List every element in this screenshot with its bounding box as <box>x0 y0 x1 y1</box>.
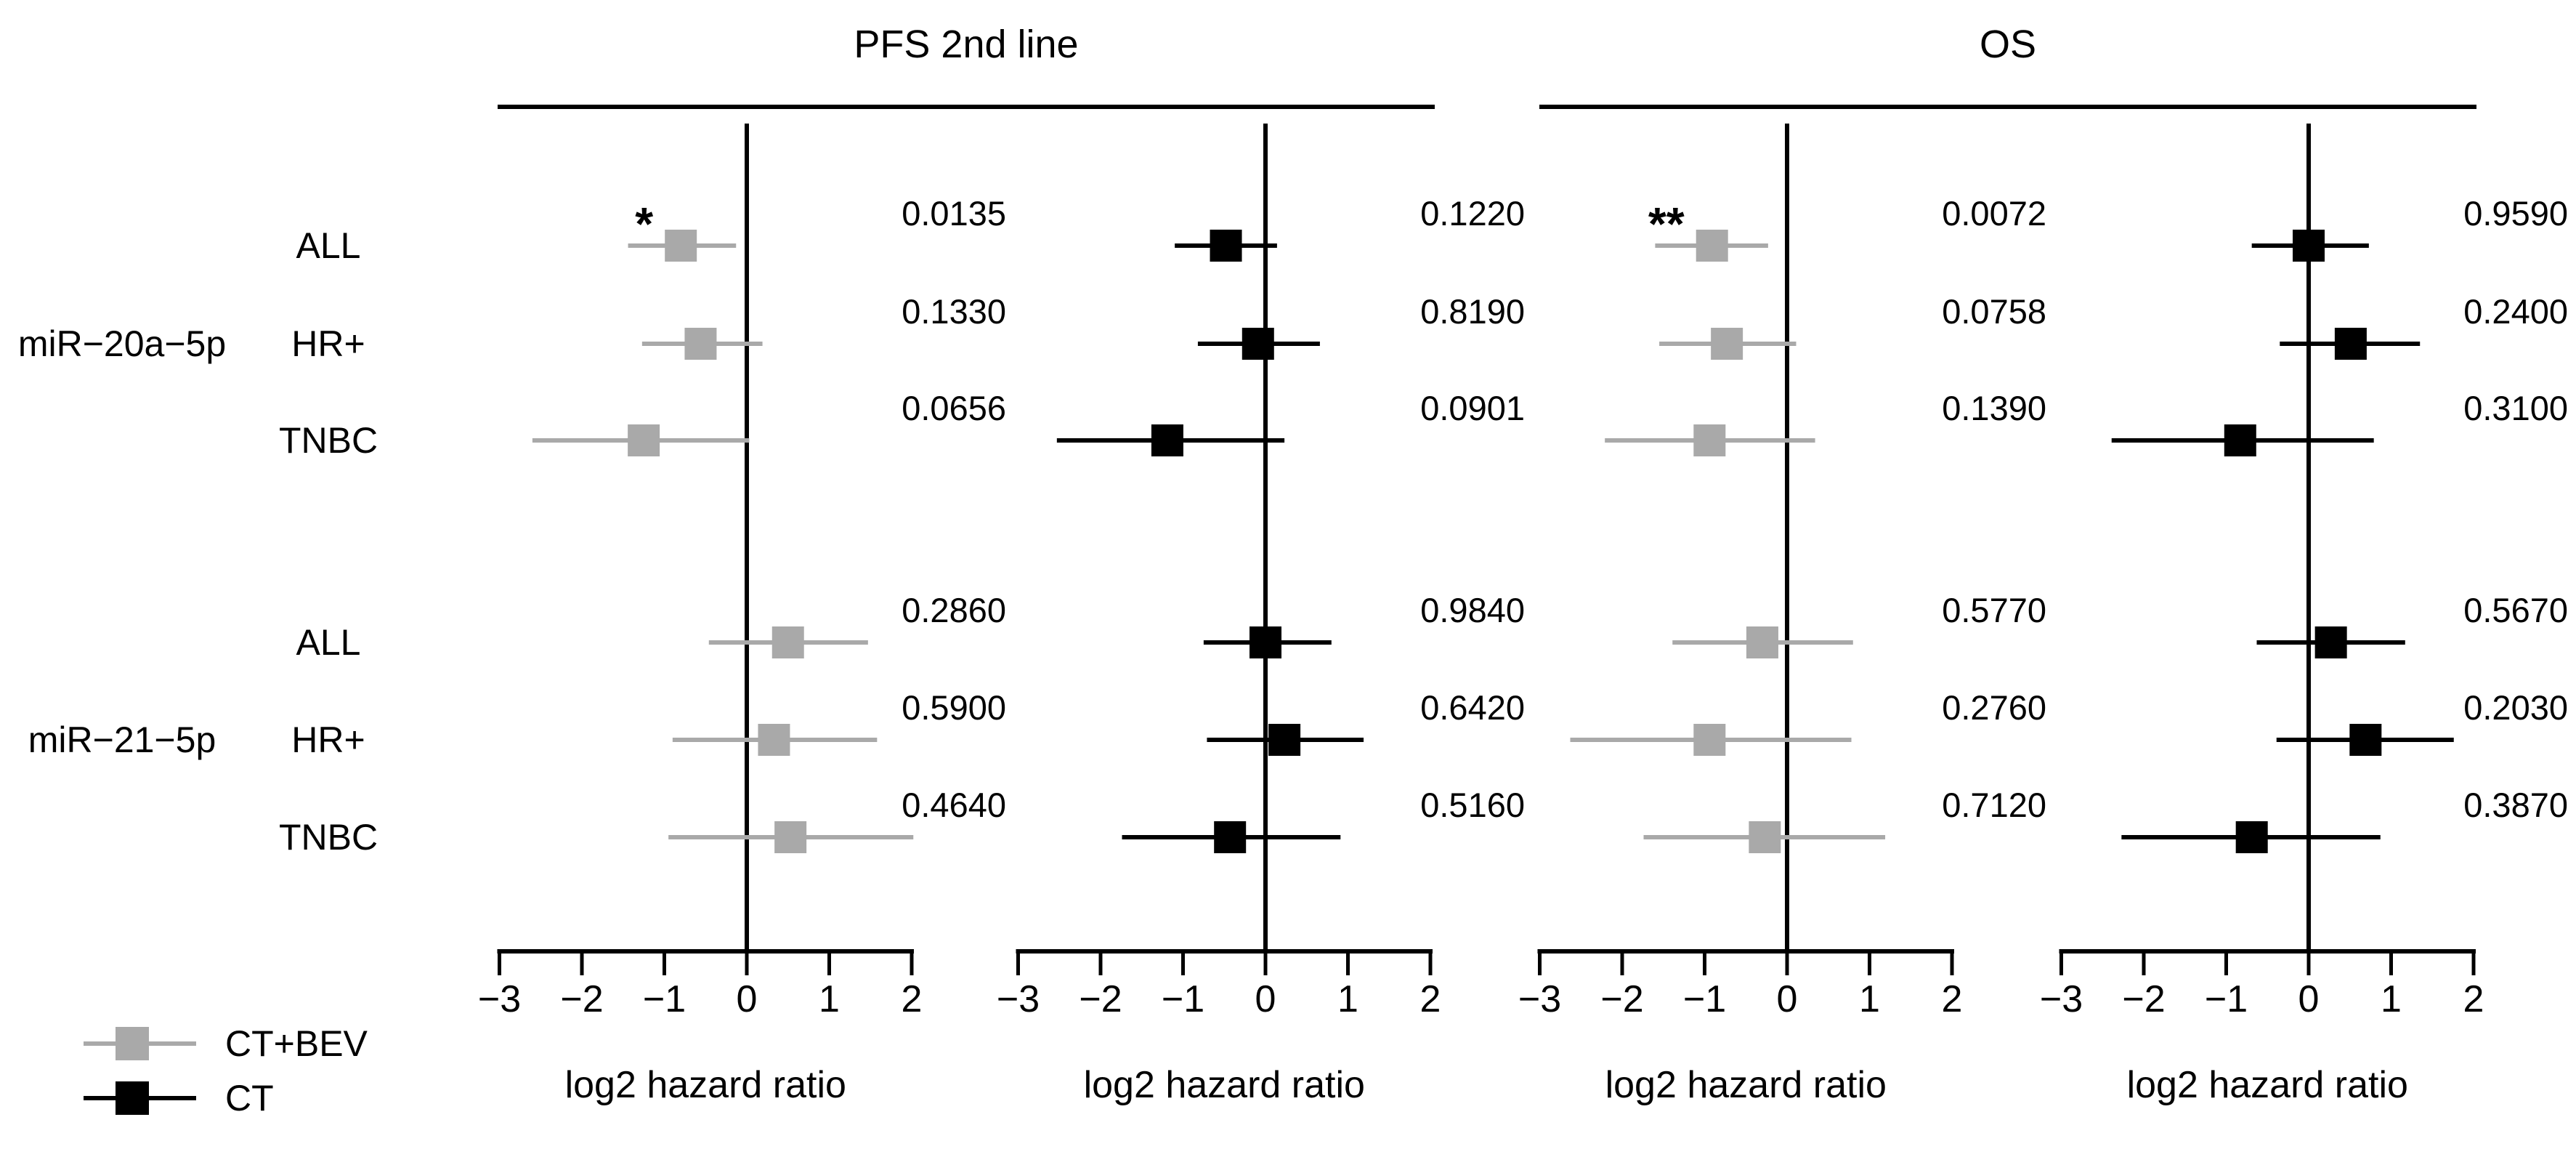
p-value-label: 0.1330 <box>902 292 1006 331</box>
estimate-square <box>1696 230 1728 262</box>
p-value-label: 0.5160 <box>1420 786 1525 824</box>
row-label-tnbc-1: TNBC <box>278 420 378 461</box>
estimate-square <box>1746 626 1778 658</box>
p-value-label: 0.2400 <box>2463 292 2568 331</box>
x-tick-label: −2 <box>1079 978 1122 1020</box>
p-value-label: 0.4640 <box>902 786 1006 824</box>
x-tick-label: 2 <box>1942 978 1963 1020</box>
x-tick-label: 0 <box>1777 978 1798 1020</box>
x-axis-label: log2 hazard ratio <box>1084 1064 1365 1106</box>
legend-label-ct: CT <box>225 1078 274 1118</box>
estimate-square <box>1242 328 1274 360</box>
x-tick-label: 1 <box>2381 978 2402 1020</box>
estimate-square <box>1210 230 1242 262</box>
estimate-square <box>774 821 807 853</box>
p-value-label: 0.2760 <box>1942 688 2046 727</box>
x-tick-label: −2 <box>2122 978 2165 1020</box>
estimate-square <box>1249 626 1281 658</box>
p-value-label: 0.7120 <box>1942 786 2046 824</box>
x-tick-label: −3 <box>997 978 1040 1020</box>
group-label-mir-21-5p: miR−21−5p <box>28 719 216 760</box>
estimate-square <box>2349 724 2382 756</box>
estimate-square <box>628 424 660 456</box>
ct-marker-icon <box>84 1079 196 1117</box>
row-label-hr-1: HR+ <box>291 323 365 364</box>
legend-label-ct-bev: CT+BEV <box>225 1023 368 1064</box>
x-tick-label: 2 <box>1420 978 1441 1020</box>
estimate-square <box>2224 424 2256 456</box>
x-tick-label: −1 <box>1683 978 1726 1020</box>
p-value-label: 0.0656 <box>902 389 1006 427</box>
x-tick-label: −3 <box>478 978 521 1020</box>
x-tick-label: 2 <box>902 978 923 1020</box>
estimate-square <box>1711 328 1743 360</box>
p-value-label: 0.5900 <box>902 688 1006 727</box>
column-underline-pfs <box>498 105 1435 109</box>
p-value-label: 0.2030 <box>2463 688 2568 727</box>
significance-marker: ** <box>1648 198 1685 250</box>
row-label-all-1: ALL <box>296 225 361 266</box>
estimate-square <box>2293 230 2325 262</box>
x-tick-label: −1 <box>643 978 686 1020</box>
estimate-square <box>2314 626 2347 658</box>
p-value-label: 0.5770 <box>1942 591 2046 629</box>
row-label-tnbc-2: TNBC <box>278 817 378 858</box>
column-title-os: OS <box>1979 23 2037 66</box>
p-value-label: 0.1220 <box>1420 194 1525 233</box>
estimate-square <box>1693 424 1726 456</box>
p-value-label: 0.5670 <box>2463 591 2568 629</box>
estimate-square <box>1268 724 1301 756</box>
row-label-all-2: ALL <box>296 622 361 663</box>
p-value-label: 0.3100 <box>2463 389 2568 427</box>
ct-bev-marker-icon <box>84 1025 196 1063</box>
p-value-label: 0.8190 <box>1420 292 1525 331</box>
estimate-square <box>1693 724 1726 756</box>
x-axis-label: log2 hazard ratio <box>2127 1064 2408 1106</box>
p-value-label: 0.0072 <box>1942 194 2046 233</box>
p-value-label: 0.6420 <box>1420 688 1525 727</box>
x-tick-label: −3 <box>2040 978 2083 1020</box>
x-axis-label: log2 hazard ratio <box>1605 1064 1887 1106</box>
estimate-square <box>758 724 790 756</box>
estimate-square <box>665 230 697 262</box>
x-tick-label: −3 <box>1518 978 1561 1020</box>
row-label-hr-2: HR+ <box>291 719 365 760</box>
estimate-square <box>2334 328 2367 360</box>
p-value-label: 0.2860 <box>902 591 1006 629</box>
p-value-label: 0.1390 <box>1942 389 2046 427</box>
column-underline-os <box>1539 105 2476 109</box>
p-value-label: 0.0135 <box>902 194 1006 233</box>
estimate-square <box>1214 821 1247 853</box>
x-tick-label: −2 <box>560 978 603 1020</box>
significance-marker: * <box>635 198 653 250</box>
column-title-pfs: PFS 2nd line <box>854 23 1079 66</box>
group-label-mir-20a-5p: miR−20a−5p <box>17 323 227 364</box>
x-tick-label: 0 <box>2298 978 2320 1020</box>
estimate-square <box>771 626 804 658</box>
x-tick-label: 1 <box>1337 978 1358 1020</box>
estimate-square <box>2235 821 2268 853</box>
x-axis-label: log2 hazard ratio <box>565 1064 846 1106</box>
x-tick-label: −1 <box>2205 978 2248 1020</box>
p-value-label: 0.0901 <box>1420 389 1525 427</box>
x-tick-label: 2 <box>2463 978 2484 1020</box>
estimate-square <box>684 328 717 360</box>
x-tick-label: 1 <box>819 978 840 1020</box>
p-value-label: 0.9840 <box>1420 591 1525 629</box>
x-tick-label: −2 <box>1600 978 1643 1020</box>
p-value-label: 0.0758 <box>1942 292 2046 331</box>
estimate-square <box>1151 424 1183 456</box>
p-value-label: 0.9590 <box>2463 194 2568 233</box>
x-tick-label: −1 <box>1162 978 1204 1020</box>
estimate-square <box>1749 821 1781 853</box>
x-tick-label: 1 <box>1859 978 1880 1020</box>
x-tick-label: 0 <box>1255 978 1276 1020</box>
p-value-label: 0.3870 <box>2463 786 2568 824</box>
x-tick-label: 0 <box>737 978 758 1020</box>
